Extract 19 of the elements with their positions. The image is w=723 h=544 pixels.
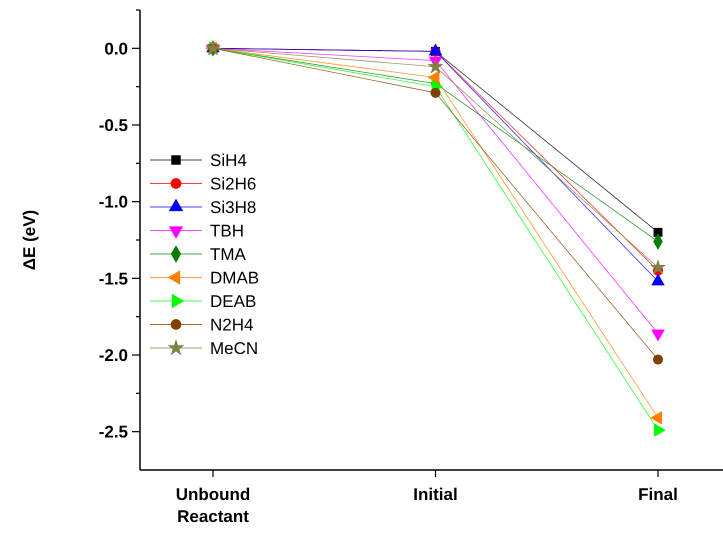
y-tick-label: -2.5: [98, 422, 128, 442]
y-tick-label: -1.5: [98, 269, 128, 288]
x-tick-label: Unbound Reactant: [176, 485, 250, 526]
x-tick-label: Initial: [413, 485, 458, 504]
legend-label: TBH: [210, 221, 244, 240]
legend-label: DMAB: [210, 268, 260, 288]
y-axis-title: ΔE (eV): [20, 210, 39, 270]
y-tick-label: -1.0: [98, 192, 128, 212]
legend-label: N2H4: [210, 315, 254, 334]
y-tick-label: -2.0: [98, 346, 128, 365]
legend-label: Si3H8: [210, 198, 256, 217]
legend-label: DEAB: [210, 292, 256, 311]
legend-label: Si2H6: [210, 174, 256, 194]
legend-label: SiH4: [210, 150, 247, 170]
legend-label: MeCN: [210, 338, 258, 358]
legend-label: TMA: [210, 244, 247, 264]
y-tick-label: 0.0: [104, 39, 128, 58]
y-tick-label: -0.5: [98, 116, 128, 135]
x-tick-label: Final: [638, 485, 678, 504]
